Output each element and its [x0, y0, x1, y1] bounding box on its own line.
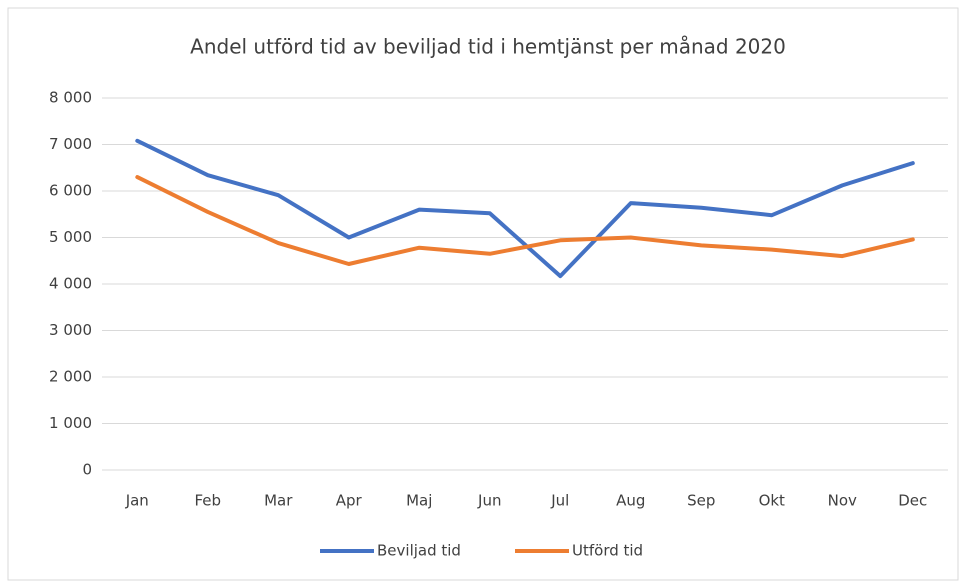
y-tick-label: 0	[82, 461, 92, 479]
x-tick-label: Jun	[477, 492, 501, 510]
y-tick-label: 1 000	[49, 414, 92, 432]
x-tick-label: Jan	[125, 492, 149, 510]
y-tick-label: 7 000	[49, 135, 92, 153]
legend-label: Utförd tid	[572, 542, 643, 560]
x-tick-label: Jul	[550, 492, 569, 510]
chart-title: Andel utförd tid av beviljad tid i hemtj…	[190, 35, 786, 59]
x-tick-label: Okt	[759, 492, 785, 510]
legend-label: Beviljad tid	[377, 542, 461, 560]
x-tick-label: Sep	[687, 492, 715, 510]
x-tick-label: Maj	[406, 492, 432, 510]
data-line	[135, 175, 915, 266]
chart-border	[7, 7, 959, 581]
data-line	[135, 138, 915, 279]
x-tick-label: Aug	[616, 492, 645, 510]
y-tick-label: 6 000	[49, 182, 92, 200]
x-tick-label: Apr	[336, 492, 363, 510]
y-tick-label: 8 000	[49, 89, 92, 107]
y-tick-label: 5 000	[49, 228, 92, 246]
y-tick-label: 3 000	[49, 321, 92, 339]
x-tick-label: Feb	[194, 492, 221, 510]
y-tick-label: 4 000	[49, 275, 92, 293]
x-tick-label: Dec	[898, 492, 927, 510]
x-tick-label: Nov	[828, 492, 857, 510]
y-tick-label: 2 000	[49, 368, 92, 386]
x-tick-label: Mar	[264, 492, 293, 510]
